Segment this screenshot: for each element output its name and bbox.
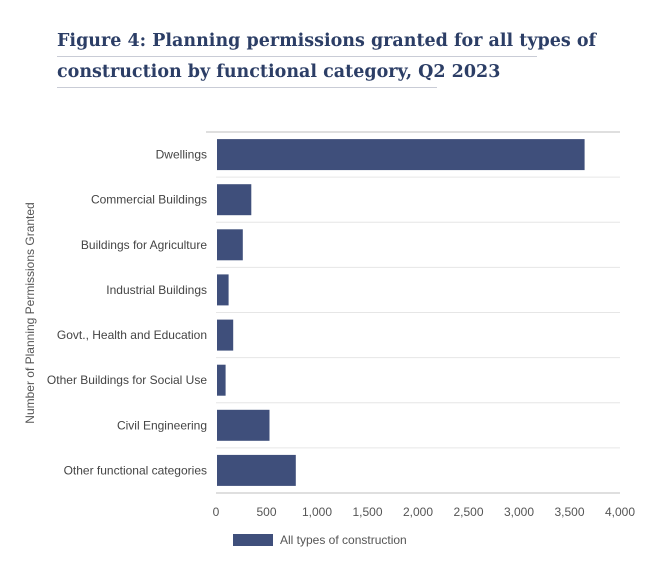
legend-label: All types of construction: [280, 533, 407, 547]
x-tick-label: 3,500: [554, 505, 584, 519]
category-label: Other functional categories: [64, 463, 207, 477]
x-tick-label: 4,000: [605, 505, 635, 519]
bar[interactable]: [217, 364, 226, 396]
x-axis-tick-labels: 0 500 1,000 1,500 2,000 2,500 3,000 3,500 4,000: [213, 505, 636, 519]
category-label: Dwellings: [156, 148, 207, 162]
bar[interactable]: [217, 229, 243, 261]
category-label: Buildings for Agriculture: [81, 238, 207, 252]
bar[interactable]: [217, 139, 585, 171]
x-tick-label: 2,500: [453, 505, 483, 519]
bar[interactable]: [217, 319, 234, 351]
category-label: Commercial Buildings: [91, 193, 207, 207]
x-tick-label: 0: [213, 505, 220, 519]
title-underline: [57, 56, 537, 57]
category-labels: Dwellings Commercial Buildings Buildings f…: [47, 148, 207, 478]
x-tick-label: 1,500: [352, 505, 382, 519]
grid-lines: [206, 131, 620, 494]
bar[interactable]: [217, 409, 270, 441]
chart-title-line-2: construction by functional category, Q2 …: [57, 62, 501, 82]
chart-title-block: Figure 4: Planning permissions granted f…: [57, 26, 597, 88]
bar[interactable]: [217, 454, 296, 486]
x-tick-label: 2,000: [403, 505, 433, 519]
x-tick-label: 3,000: [504, 505, 534, 519]
category-label: Civil Engineering: [117, 418, 207, 432]
category-label: Govt., Health and Education: [57, 328, 207, 342]
title-underline: [57, 87, 437, 88]
x-tick-label: 1,000: [302, 505, 332, 519]
legend-swatch: [233, 534, 273, 546]
bar[interactable]: [217, 274, 229, 306]
bars: [217, 139, 585, 486]
chart-title-line-1: Figure 4: Planning permissions granted f…: [57, 31, 597, 51]
category-label: Industrial Buildings: [106, 283, 207, 297]
x-tick-label: 500: [256, 505, 276, 519]
bar[interactable]: [217, 184, 252, 216]
y-axis-title: Number of Planning Permissions Granted: [23, 202, 37, 423]
category-label: Other Buildings for Social Use: [47, 373, 207, 387]
legend[interactable]: All types of construction: [233, 533, 407, 547]
